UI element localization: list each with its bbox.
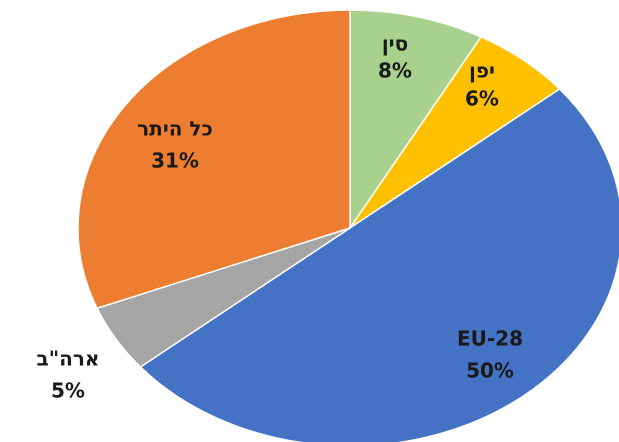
slice-label: יפן: [469, 59, 495, 83]
slice-value-label: 6%: [465, 87, 499, 111]
slice-value-label: 8%: [378, 59, 412, 83]
pie-slice: [77, 9, 351, 310]
pie-slice: [139, 88, 619, 442]
slice-label: EU-28: [457, 327, 523, 351]
slice-value-label: 50%: [466, 359, 514, 383]
slice-value-label: 31%: [151, 149, 199, 173]
slice-value-label: 5%: [51, 379, 85, 403]
slice-label: ארה"ב: [37, 347, 100, 371]
pie-slice: [349, 9, 483, 231]
slice-label: כל היתר: [137, 117, 213, 141]
slice-label: סין: [382, 32, 408, 56]
